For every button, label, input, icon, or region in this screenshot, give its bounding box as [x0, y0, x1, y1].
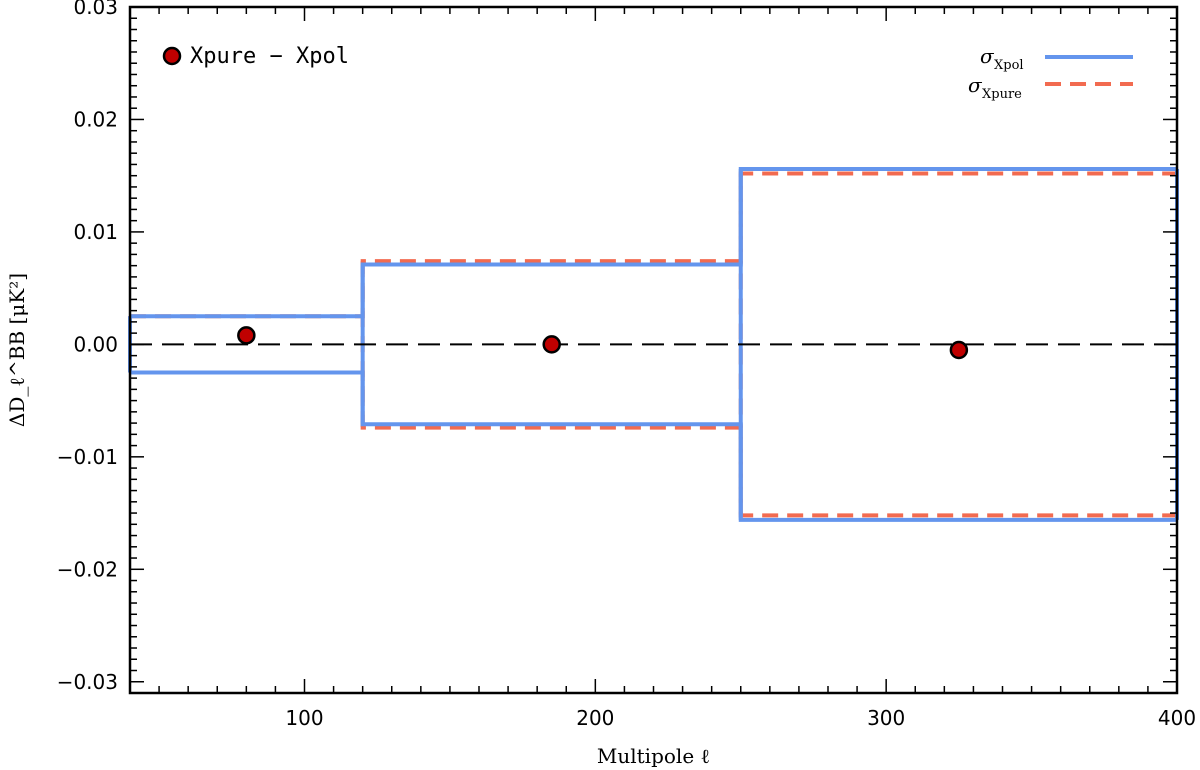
y-tick-label: −0.03 — [57, 670, 118, 694]
y-tick-label: −0.01 — [57, 445, 118, 469]
legend-sub-xpol: Xpol — [994, 58, 1024, 73]
axes-layer: 100 200 300 400 −0.03 −0.02 −0.01 0.00 0.01 0.02 0… — [57, 0, 1196, 730]
y-tick-label: 0.03 — [73, 0, 118, 19]
sigma-xpure-lower — [130, 370, 1177, 518]
x-tick-label: 200 — [576, 706, 614, 730]
legend-label-sigma-xpure: σ — [968, 73, 983, 97]
y-tick-label: 0.00 — [73, 332, 118, 356]
x-axis-title: Multipole ℓ — [597, 744, 710, 768]
sigma-xpol-lower — [130, 370, 1177, 522]
x-tick-label: 100 — [285, 706, 323, 730]
sigma-xpure-upper — [130, 171, 1177, 319]
legend-label-sigma-xpol: σ — [980, 44, 995, 68]
axis-titles: Multipole ℓ ΔD_ℓ^BB [μK²] — [5, 273, 710, 768]
points-layer — [237, 326, 969, 360]
legend-marker-points — [162, 46, 182, 66]
plot-frame — [128, 5, 1179, 695]
data-point — [949, 340, 969, 360]
data-point — [237, 326, 256, 345]
legend-label-points: Xpure − Xpol — [190, 44, 349, 69]
sigma-xpol-upper — [130, 166, 1177, 319]
y-tick-label: 0.02 — [73, 107, 118, 131]
y-axis-title: ΔD_ℓ^BB [μK²] — [5, 273, 29, 427]
y-tick-label: 0.01 — [73, 220, 118, 244]
data-point — [542, 335, 561, 354]
y-tick-label: −0.02 — [57, 557, 118, 581]
x-tick-label: 400 — [1158, 706, 1196, 730]
x-tick-label: 300 — [867, 706, 905, 730]
legend-sub-xpure: Xpure — [982, 87, 1022, 102]
